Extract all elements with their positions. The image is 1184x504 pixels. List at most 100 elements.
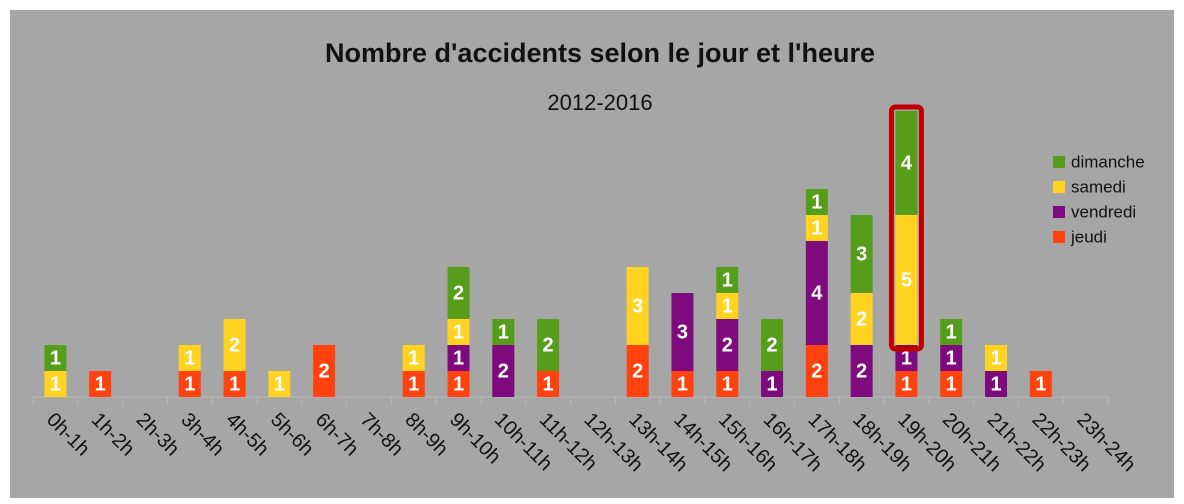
bar-segment: [716, 319, 739, 371]
bar-segment: [671, 293, 694, 371]
value-label: 1: [274, 373, 285, 395]
value-label: 1: [95, 373, 106, 395]
bar-segment: [805, 189, 828, 215]
bar-segment: [402, 371, 425, 397]
value-label: 1: [453, 321, 464, 343]
bar-segment: [895, 371, 918, 397]
legend-label: samedi: [1071, 177, 1126, 196]
bar-segment: [805, 241, 828, 345]
value-label: 1: [722, 373, 733, 395]
bar-segment: [268, 371, 291, 397]
bar-segment: [716, 293, 739, 319]
bar-segment: [537, 319, 560, 371]
value-label: 1: [811, 191, 822, 213]
value-label: 1: [990, 347, 1001, 369]
legend-swatch: [1053, 206, 1065, 218]
value-label: 4: [901, 152, 913, 174]
bar-segment: [716, 267, 739, 293]
value-label: 1: [946, 373, 957, 395]
chart-background: [10, 10, 1174, 498]
bar-segment: [313, 345, 336, 397]
bar-segment: [985, 371, 1008, 397]
value-label: 2: [632, 360, 643, 382]
bar-segment: [89, 371, 112, 397]
bar-segment: [895, 111, 918, 215]
bar-segment: [402, 345, 425, 371]
legend-swatch: [1053, 231, 1065, 243]
value-label: 1: [901, 347, 912, 369]
value-label: 2: [811, 360, 822, 382]
value-label: 2: [856, 360, 867, 382]
bar-segment: [940, 319, 963, 345]
value-label: 1: [408, 347, 419, 369]
chart-subtitle: 2012-2016: [547, 90, 652, 115]
bar-segment: [985, 345, 1008, 371]
bar-segment: [716, 371, 739, 397]
legend-label: dimanche: [1071, 152, 1145, 171]
bar-segment: [447, 371, 470, 397]
value-label: 1: [1035, 373, 1046, 395]
bar-segment: [44, 371, 67, 397]
value-label: 1: [498, 321, 509, 343]
bar-segment: [447, 267, 470, 319]
legend-swatch: [1053, 181, 1065, 193]
value-label: 2: [229, 334, 240, 356]
bar-segment: [761, 371, 784, 397]
bar-segment: [940, 345, 963, 371]
bar-segment: [805, 345, 828, 397]
bar-segment: [626, 267, 649, 345]
value-label: 1: [722, 295, 733, 317]
value-label: 1: [811, 217, 822, 239]
value-label: 1: [453, 373, 464, 395]
bar-segment: [940, 371, 963, 397]
value-label: 3: [677, 321, 688, 343]
bar-segment: [895, 215, 918, 345]
value-label: 1: [946, 347, 957, 369]
value-label: 1: [543, 373, 554, 395]
value-label: 5: [901, 269, 912, 291]
value-label: 1: [50, 347, 61, 369]
bar-segment: [537, 371, 560, 397]
legend-label: vendredi: [1071, 202, 1136, 221]
value-label: 1: [677, 373, 688, 395]
value-label: 2: [498, 360, 509, 382]
legend-swatch: [1053, 156, 1065, 168]
value-label: 1: [184, 373, 195, 395]
chart-title: Nombre d'accidents selon le jour et l'he…: [325, 38, 875, 68]
bar-segment: [178, 371, 201, 397]
bar-segment: [1029, 371, 1052, 397]
value-label: 1: [722, 269, 733, 291]
bar-segment: [44, 345, 67, 371]
bar-segment: [447, 345, 470, 371]
value-label: 3: [856, 243, 867, 265]
bar-segment: [223, 371, 246, 397]
bar-segment: [447, 319, 470, 345]
highlight-box: [888, 104, 924, 352]
value-label: 1: [50, 373, 61, 395]
value-label: 1: [453, 347, 464, 369]
value-label: 1: [767, 373, 778, 395]
bar-segment: [671, 371, 694, 397]
bar-segment: [492, 345, 515, 397]
value-label: 1: [184, 347, 195, 369]
value-label: 2: [856, 308, 867, 330]
bar-segment: [761, 319, 784, 371]
value-label: 4: [811, 282, 823, 304]
bar-segment: [492, 319, 515, 345]
value-label: 1: [990, 373, 1001, 395]
value-label: 1: [229, 373, 240, 395]
bar-segment: [626, 345, 649, 397]
value-label: 3: [632, 295, 643, 317]
value-label: 1: [408, 373, 419, 395]
bar-segment: [223, 319, 246, 371]
value-label: 2: [453, 282, 464, 304]
value-label: 2: [767, 334, 778, 356]
bar-segment: [850, 215, 873, 293]
legend-label: jeudi: [1070, 227, 1107, 246]
value-label: 1: [946, 321, 957, 343]
value-label: 1: [901, 373, 912, 395]
value-label: 2: [722, 334, 733, 356]
bar-segment: [850, 293, 873, 345]
value-label: 2: [319, 360, 330, 382]
